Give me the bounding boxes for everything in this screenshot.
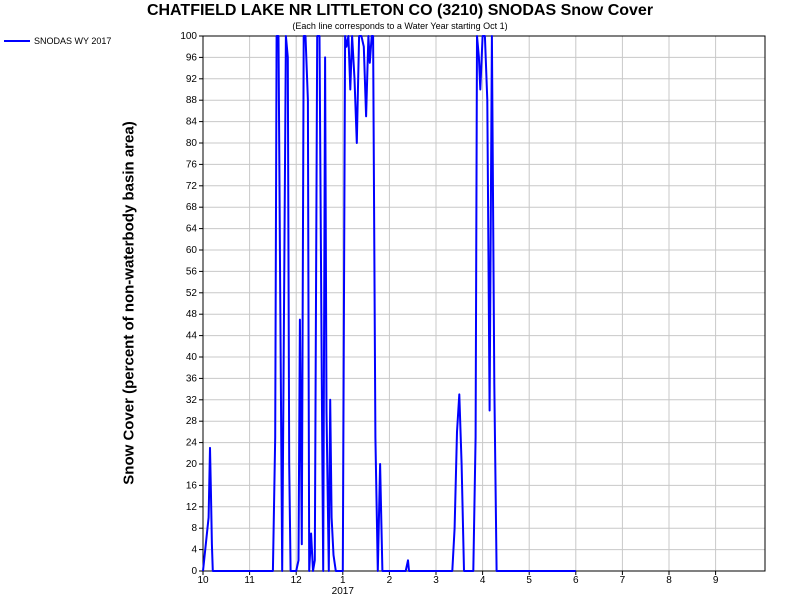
x-tick-label: 7 [620, 575, 626, 586]
x-tick-label: 8 [666, 575, 672, 586]
x-tick-label: 11 [244, 575, 255, 586]
legend-label: SNODAS WY 2017 [34, 36, 112, 46]
y-tick-label: 72 [186, 181, 198, 192]
x-tick-label: 3 [433, 575, 439, 586]
y-tick-label: 68 [186, 202, 198, 213]
chart-subtitle: (Each line corresponds to a Water Year s… [292, 21, 508, 31]
y-tick-label: 92 [186, 74, 198, 85]
y-tick-label: 4 [191, 545, 197, 556]
y-tick-label: 64 [186, 224, 198, 235]
y-tick-label: 20 [186, 459, 198, 470]
y-tick-label: 48 [186, 309, 198, 320]
x-tick-label: 10 [197, 575, 209, 586]
y-tick-label: 96 [186, 52, 198, 63]
y-tick-label: 24 [186, 438, 198, 449]
series-line-wy2017 [202, 35, 576, 572]
y-tick-label: 0 [191, 566, 197, 577]
y-tick-label: 12 [186, 502, 198, 513]
y-tick-label: 8 [191, 523, 197, 534]
y-tick-label: 52 [186, 288, 198, 299]
y-tick-label: 36 [186, 373, 198, 384]
x-tick-label: 5 [526, 575, 532, 586]
y-tick-label: 80 [186, 138, 198, 149]
y-tick-label: 44 [186, 331, 198, 342]
legend: SNODAS WY 2017 [4, 36, 111, 46]
chart-title: CHATFIELD LAKE NR LITTLETON CO (3210) SN… [146, 2, 654, 19]
x-tick-label: 9 [713, 575, 719, 586]
y-ticks: 0481216202428323640444852566064687276808… [180, 31, 203, 577]
y-tick-label: 88 [186, 95, 198, 106]
y-tick-label: 56 [186, 266, 198, 277]
y-tick-label: 32 [186, 395, 198, 406]
x-tick-label: 4 [480, 575, 486, 586]
grid [202, 35, 765, 572]
x-tick-label: 2 [387, 575, 393, 586]
y-tick-label: 100 [180, 31, 197, 42]
y-tick-label: 84 [186, 117, 198, 128]
x-tick-label: 6 [573, 575, 579, 586]
y-tick-label: 16 [186, 480, 198, 491]
y-tick-label: 76 [186, 159, 198, 170]
x-year-label: 2017 [332, 586, 355, 597]
y-tick-label: 40 [186, 352, 198, 363]
x-tick-label: 12 [291, 575, 303, 586]
series-group [202, 35, 576, 572]
legend-swatch [4, 40, 30, 42]
y-tick-label: 28 [186, 416, 198, 427]
y-tick-label: 60 [186, 245, 198, 256]
x-tick-label: 1 [340, 575, 346, 586]
